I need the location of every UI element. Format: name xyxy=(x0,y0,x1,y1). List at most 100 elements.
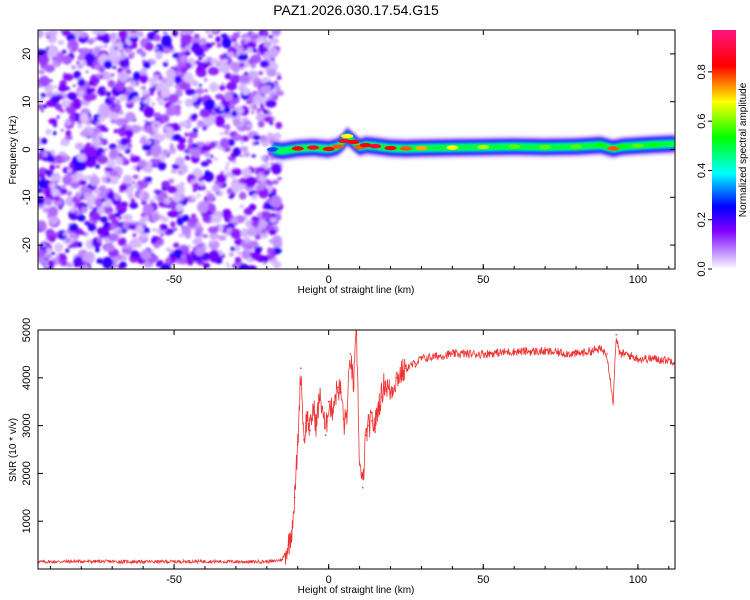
noise-speckle xyxy=(243,207,253,216)
noise-speckle xyxy=(153,112,162,119)
noise-speckle xyxy=(50,251,56,255)
snr-point xyxy=(309,429,311,432)
noise-speckle xyxy=(118,110,124,116)
noise-speckle xyxy=(119,50,124,53)
noise-speckle xyxy=(64,135,73,141)
noise-speckle xyxy=(145,176,153,183)
noise-speckle xyxy=(80,33,88,38)
noise-speckle xyxy=(174,84,182,89)
noise-speckle xyxy=(178,213,184,218)
noise-speckle xyxy=(125,129,134,138)
noise-speckle xyxy=(55,165,60,169)
noise-speckle xyxy=(227,265,231,269)
noise-speckle xyxy=(141,89,150,95)
noise-speckle xyxy=(224,72,232,80)
noise-speckle xyxy=(197,201,209,214)
noise-speckle xyxy=(184,155,191,161)
noise-speckle xyxy=(159,223,168,231)
noise-speckle xyxy=(221,36,232,49)
noise-speckle xyxy=(135,167,140,171)
snr-point xyxy=(513,350,515,353)
ridge-amplitude-mark xyxy=(631,143,644,148)
noise-speckle xyxy=(107,212,111,216)
noise-speckle xyxy=(171,163,180,170)
noise-speckle xyxy=(103,230,110,238)
noise-speckle xyxy=(73,70,81,79)
noise-speckle xyxy=(246,227,258,237)
noise-speckle xyxy=(160,114,170,123)
noise-speckle xyxy=(57,39,65,46)
y-tick-label: 0 xyxy=(21,146,33,152)
noise-speckle xyxy=(252,135,261,140)
noise-speckle xyxy=(175,157,185,166)
ridge-amplitude-mark xyxy=(647,142,660,147)
noise-speckle xyxy=(199,109,211,118)
noise-speckle xyxy=(91,134,97,139)
snr-point xyxy=(482,353,485,355)
noise-speckle xyxy=(216,42,222,48)
noise-speckle xyxy=(56,115,60,119)
noise-speckle xyxy=(150,144,162,158)
noise-speckle xyxy=(142,203,154,217)
noise-speckle xyxy=(261,228,267,235)
noise-speckle xyxy=(252,47,257,53)
noise-speckle xyxy=(41,259,49,265)
ridge-amplitude-mark xyxy=(400,146,412,151)
noise-speckle xyxy=(77,78,86,87)
noise-speckle xyxy=(116,139,121,143)
noise-speckle xyxy=(170,255,177,264)
noise-speckle xyxy=(180,55,187,63)
noise-speckle xyxy=(140,97,146,101)
noise-speckle xyxy=(77,123,83,129)
noise-speckle xyxy=(199,64,205,68)
noise-speckle xyxy=(118,206,124,212)
noise-speckle xyxy=(82,264,90,269)
noise-speckle xyxy=(65,86,69,89)
noise-speckle xyxy=(179,30,191,35)
colorbar-tick-label: 0.4 xyxy=(696,163,708,178)
noise-speckle xyxy=(84,52,96,64)
x-tick-label: -50 xyxy=(166,274,182,286)
snr-point xyxy=(303,439,305,441)
noise-speckle xyxy=(68,223,79,233)
noise-speckle xyxy=(181,66,188,73)
noise-speckle xyxy=(241,250,250,260)
noise-speckle xyxy=(117,229,122,234)
noise-speckle xyxy=(235,71,238,76)
noise-speckle xyxy=(127,193,134,200)
noise-speckle xyxy=(45,237,50,241)
noise-speckle xyxy=(126,86,134,93)
noise-speckle xyxy=(38,69,45,75)
noise-speckle xyxy=(125,111,136,122)
noise-speckle xyxy=(167,93,179,104)
noise-speckle xyxy=(67,39,79,53)
snr-point xyxy=(204,560,206,563)
noise-speckle xyxy=(124,148,131,154)
noise-speckle xyxy=(225,262,229,265)
noise-speckle xyxy=(75,202,80,207)
noise-speckle xyxy=(72,172,85,182)
noise-speckle xyxy=(215,93,224,100)
noise-speckle xyxy=(268,229,277,236)
noise-speckle xyxy=(114,194,120,201)
noise-speckle xyxy=(253,94,263,105)
noise-speckle xyxy=(151,102,155,106)
noise-speckle xyxy=(251,31,255,36)
noise-speckle xyxy=(191,147,202,158)
noise-speckle xyxy=(84,251,95,264)
noise-speckle xyxy=(267,99,277,108)
noise-speckle xyxy=(76,61,80,65)
noise-speckle xyxy=(99,185,106,191)
noise-speckle xyxy=(154,47,159,50)
noise-speckle xyxy=(65,262,74,268)
noise-speckle xyxy=(104,166,114,172)
snr-line-layer xyxy=(38,330,675,565)
noise-speckle xyxy=(218,63,230,74)
ridge-amplitude-mark xyxy=(594,143,607,148)
noise-speckle xyxy=(246,123,252,128)
noise-speckle xyxy=(85,70,89,73)
signal-ridge-layer xyxy=(267,125,675,162)
spectrogram-y-axis-label: Frequency (Hz) xyxy=(8,116,19,185)
noise-speckle xyxy=(219,84,226,91)
